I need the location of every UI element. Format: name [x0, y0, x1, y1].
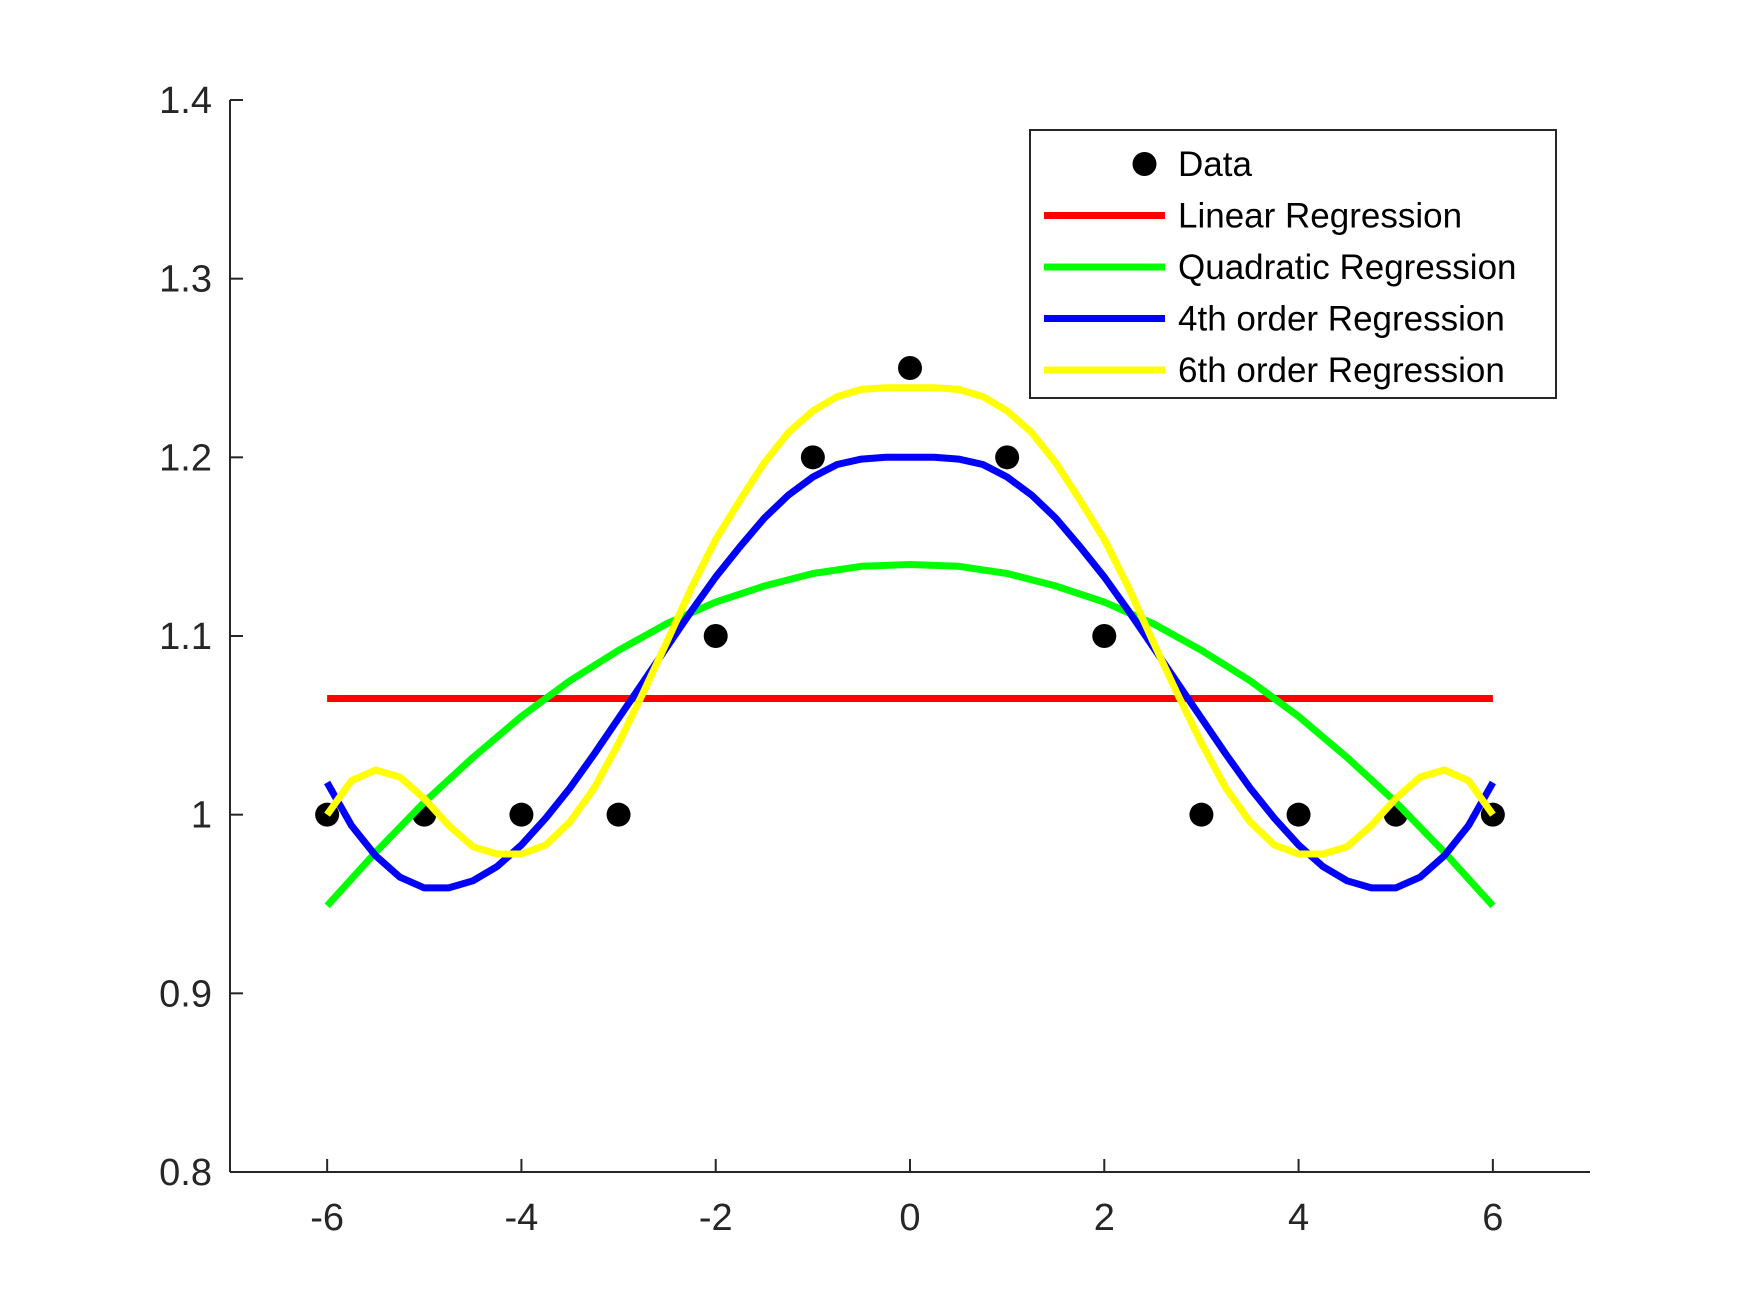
y-tick-label: 0.9 — [159, 973, 212, 1015]
series-layer — [315, 356, 1505, 909]
y-tick-label: 1 — [191, 795, 212, 837]
quadratic-regression-line — [324, 561, 1496, 909]
data-point — [1092, 624, 1117, 648]
y-tick-label: 1.1 — [159, 616, 212, 658]
data-point — [606, 802, 631, 827]
y-tick-label: 0.8 — [159, 1152, 212, 1194]
x-tick-label: 4 — [1288, 1197, 1309, 1239]
axes: -6 -4 -2 0 2 4 6 0.8 0.9 1 1.1 1.2 1.3 1.4 — [159, 80, 1590, 1239]
data-point — [995, 445, 1020, 470]
y-tick-label: 1.3 — [159, 259, 212, 301]
y-tick-label: 1.2 — [159, 437, 212, 479]
data-point — [703, 624, 728, 648]
legend-label-linear-regression: Linear Regression — [1178, 197, 1462, 236]
legend-marker-data — [1132, 152, 1157, 176]
data-point — [800, 445, 825, 470]
data-point — [898, 356, 922, 380]
data-point — [1189, 802, 1214, 827]
legend-label-quadratic-regression: Quadratic Regression — [1178, 248, 1517, 287]
x-tick-label: 6 — [1482, 1197, 1503, 1239]
legend-label-6th-order-regression: 6th order Regression — [1178, 351, 1505, 390]
x-tick-label: -4 — [505, 1197, 539, 1239]
4th-order-regression-line — [324, 453, 1496, 892]
x-tick-label: -6 — [310, 1197, 344, 1239]
legend-label-data: Data — [1178, 145, 1252, 184]
x-tick-label: 0 — [899, 1197, 920, 1239]
legend: Data Linear Regression Quadratic Regressio… — [1029, 129, 1557, 399]
legend-label-4th-order-regression: 4th order Regression — [1178, 300, 1505, 339]
y-tick-label: 1.4 — [159, 80, 212, 122]
6th-order-regression-line — [324, 384, 1496, 858]
x-tick-label: -2 — [699, 1197, 733, 1239]
data-point — [1286, 802, 1311, 827]
x-tick-label: 2 — [1094, 1197, 1115, 1239]
data-point — [509, 802, 534, 827]
